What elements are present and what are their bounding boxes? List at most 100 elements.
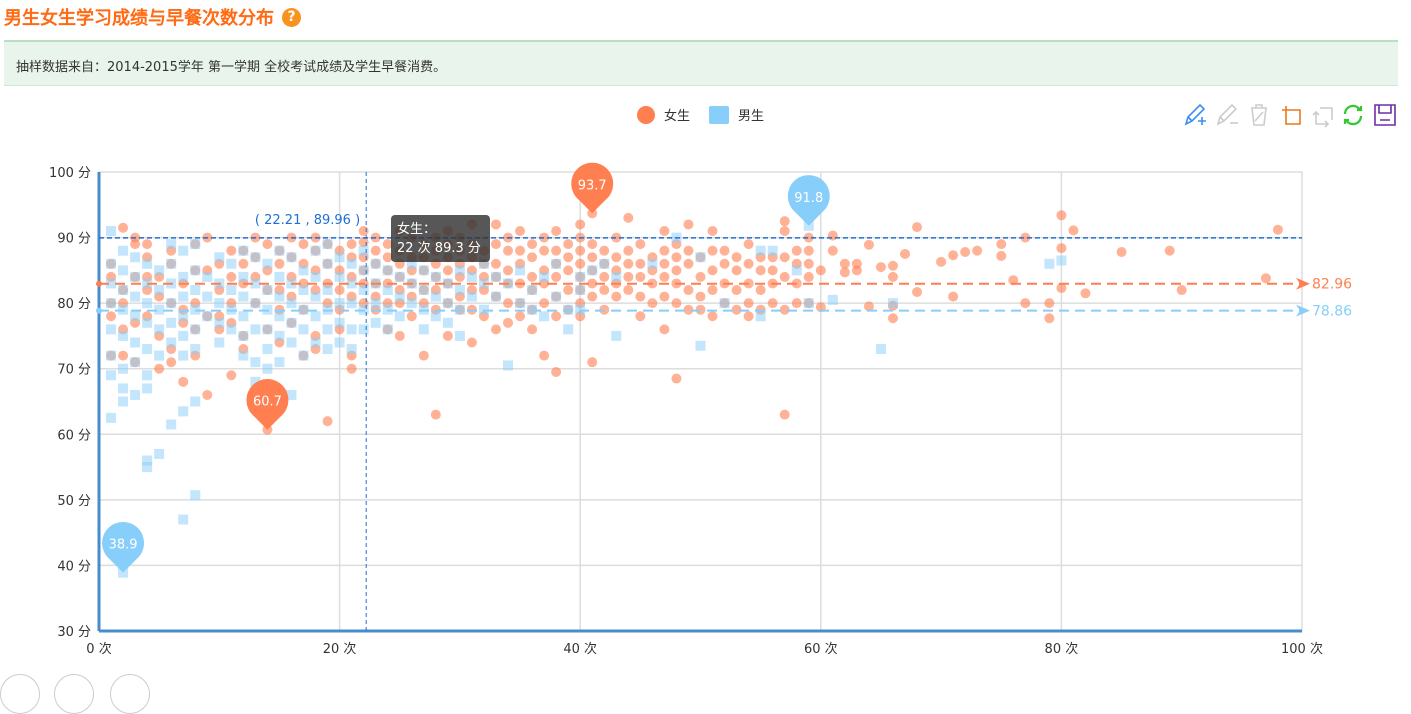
data-point — [262, 363, 273, 374]
data-point — [551, 258, 562, 269]
data-zoom-icon[interactable] — [1282, 106, 1301, 125]
data-point — [839, 258, 850, 269]
data-point — [719, 245, 730, 256]
legend-item-male[interactable]: 男生 — [709, 106, 764, 124]
data-point — [695, 271, 706, 282]
data-point — [466, 291, 477, 302]
data-point — [611, 252, 622, 263]
data-point — [406, 258, 417, 269]
mark-undo-icon[interactable] — [1216, 103, 1238, 126]
legend-item-female[interactable]: 女生 — [637, 106, 690, 124]
bottom-button-3[interactable] — [110, 674, 150, 714]
save-image-icon[interactable] — [1374, 104, 1396, 126]
x-tick-label: 80 次 — [1045, 641, 1079, 657]
data-point — [298, 239, 309, 250]
data-point — [551, 291, 562, 302]
data-point — [418, 285, 429, 296]
data-point — [647, 298, 658, 309]
trash-shape — [1251, 104, 1267, 126]
data-point — [755, 265, 766, 276]
data-point — [274, 271, 285, 282]
x-tick-label: 40 次 — [563, 641, 597, 657]
refresh-shape — [1343, 104, 1363, 126]
average-arrow-icon — [1296, 304, 1310, 317]
data-point — [683, 304, 694, 315]
bottom-button-2[interactable] — [54, 674, 94, 714]
average-label: 82.96 — [1312, 277, 1352, 293]
data-point — [779, 271, 790, 282]
toolbox — [1184, 103, 1396, 128]
data-point — [635, 291, 646, 302]
data-point — [286, 252, 297, 263]
data-point — [310, 271, 321, 282]
floppy-shape — [1374, 104, 1396, 126]
data-point — [707, 245, 718, 256]
data-point — [779, 226, 790, 237]
mark-clear-icon[interactable] — [1251, 104, 1267, 126]
data-zoom-reset-icon[interactable] — [1312, 107, 1333, 128]
y-tick-label: 50 分 — [57, 494, 91, 509]
data-point — [106, 324, 117, 335]
data-point — [142, 298, 153, 309]
data-point — [130, 271, 141, 282]
mark-pin-icon — [102, 521, 145, 573]
data-point — [803, 245, 814, 256]
question-circle-icon[interactable]: ? — [282, 7, 301, 27]
data-point — [178, 271, 189, 282]
data-point — [118, 330, 129, 341]
data-point — [118, 265, 129, 276]
data-point — [142, 344, 153, 355]
data-point — [587, 357, 598, 368]
average-label: 78.86 — [1312, 304, 1352, 320]
data-point — [454, 330, 465, 341]
data-point — [322, 416, 333, 427]
data-point — [659, 226, 670, 237]
data-point — [214, 298, 225, 309]
data-point — [178, 311, 189, 322]
data-point — [490, 271, 501, 282]
data-point — [815, 302, 826, 313]
restore-icon[interactable] — [1343, 104, 1363, 126]
data-point — [683, 245, 694, 256]
data-point — [647, 258, 658, 269]
data-point — [418, 324, 429, 335]
mark-point-label: 60.7 — [253, 395, 282, 410]
data-point — [226, 271, 237, 282]
data-point — [527, 239, 538, 250]
x-tick-label: 60 次 — [804, 641, 838, 657]
data-point — [238, 258, 249, 269]
data-point — [370, 298, 381, 309]
bottom-button-1[interactable] — [0, 674, 40, 714]
data-point — [575, 245, 586, 256]
data-point — [731, 304, 742, 315]
mark-pin-icon — [787, 175, 830, 226]
data-point — [106, 370, 117, 381]
data-point — [142, 258, 153, 269]
data-point — [587, 239, 598, 250]
data-point — [887, 298, 898, 309]
mark-point-label: 93.7 — [578, 178, 607, 193]
data-point — [599, 258, 610, 269]
data-point — [334, 337, 345, 348]
data-point — [695, 252, 706, 263]
y-tick-label: 80 分 — [57, 297, 91, 312]
data-point — [274, 311, 285, 322]
data-point — [827, 245, 838, 256]
data-point — [539, 298, 550, 309]
data-point — [190, 239, 201, 250]
y-tick-label: 100 分 — [49, 166, 91, 181]
data-point — [490, 219, 501, 230]
data-point — [154, 448, 165, 459]
data-point — [370, 245, 381, 256]
data-point — [779, 409, 790, 420]
data-point — [142, 455, 153, 466]
data-point — [106, 258, 117, 269]
data-point — [827, 294, 838, 305]
data-point — [442, 298, 453, 309]
data-point — [851, 265, 862, 276]
data-point — [563, 265, 574, 276]
data-point — [226, 245, 237, 256]
mark-icon[interactable] — [1184, 103, 1206, 126]
pencil-shape — [1184, 103, 1206, 126]
data-point — [358, 237, 369, 248]
